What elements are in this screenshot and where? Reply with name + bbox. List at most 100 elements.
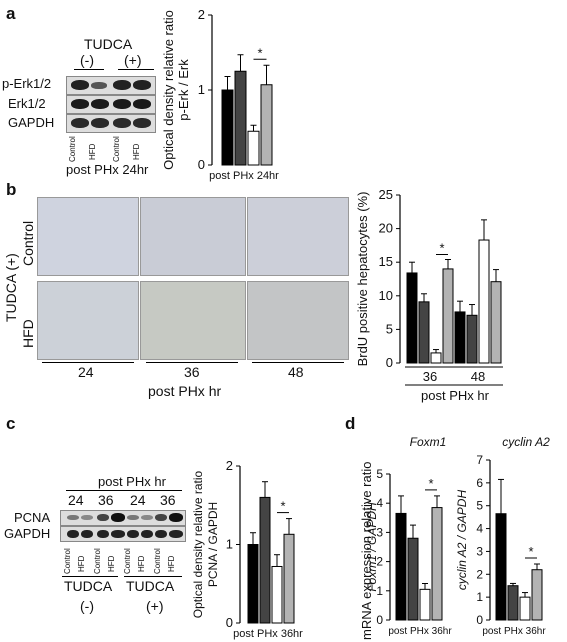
col-divider [42, 362, 134, 363]
blot-row-label: p-Erk1/2 [2, 76, 52, 91]
sig-marker: * [428, 476, 433, 491]
y-tick-label: 3 [376, 525, 383, 539]
lane-label: HFD [137, 555, 146, 572]
bar [259, 496, 271, 624]
bar [247, 544, 259, 624]
micrograph-control-48 [247, 197, 349, 276]
tudca-plus-a: (+) [124, 52, 142, 68]
y-tick-label: 2 [198, 7, 205, 22]
blot-row-label: GAPDH [8, 115, 55, 130]
group-label: TUDCA [126, 578, 175, 594]
y-tick-label: 10 [379, 288, 393, 303]
y-axis-label: BrdU positive hepatocytes (%) [355, 192, 370, 367]
blot-caption-a: post PHx 24hr [66, 162, 149, 177]
bar [519, 596, 531, 621]
micrograph-control-36 [140, 197, 246, 276]
y-tick-label: 1 [226, 537, 233, 552]
col-label: 24 [78, 364, 94, 380]
bar [407, 537, 419, 621]
lane-label: HFD [77, 555, 86, 572]
bar-chart-cyclin-a2: 0 1 2 3 4 5 6 7 * post PHx 36hr cyclin A2 cyclin A2… [455, 435, 550, 637]
y-axis-label: Optical density relative ratio [191, 470, 205, 618]
y-tick-label: 2 [476, 567, 483, 581]
micrograph-hfd-36 [140, 281, 246, 360]
bar [419, 588, 431, 621]
y-axis-label: Optical density relative ratio [161, 10, 176, 170]
bar [221, 89, 234, 166]
group-label: TUDCA [64, 578, 113, 594]
y-tick-label: 5 [476, 499, 483, 513]
bar [234, 70, 247, 166]
lane-label: Control [93, 548, 102, 574]
group-bracket [124, 576, 182, 577]
y-tick-label: 20 [379, 221, 393, 236]
header-bracket [66, 490, 182, 491]
y-axis-label-2: p-Erk / Erk [176, 59, 191, 121]
bar [247, 130, 260, 166]
blot-header-c: post PHx hr [98, 474, 166, 489]
bar [478, 239, 490, 364]
tudca-minus-a: (-) [80, 52, 94, 68]
bar [490, 281, 502, 364]
y-tick-label: 4 [376, 496, 383, 510]
western-blot-row [66, 95, 156, 114]
bar [454, 311, 466, 364]
col-divider [252, 362, 344, 363]
y-tick-label: 4 [476, 522, 483, 536]
bracket-minus-a [74, 69, 104, 70]
bar [507, 585, 519, 621]
bar [531, 569, 543, 621]
bar [406, 272, 418, 364]
col-label: 36 [184, 364, 200, 380]
y-axis-label-2: PCNA / GAPDH [206, 502, 220, 587]
col-divider [146, 362, 238, 363]
x-axis-label: post PHx 24hr [209, 170, 279, 182]
bar [395, 512, 407, 621]
lane-label: Control [68, 136, 77, 162]
row-label: HFD [20, 319, 36, 348]
bar [442, 268, 454, 364]
y-tick-label: 0 [376, 613, 383, 627]
x-tick-label: 48 [471, 369, 485, 384]
chart-title: Foxm1 [410, 435, 447, 449]
y-tick-label: 7 [476, 453, 483, 467]
timepoint-label: 36 [98, 492, 114, 508]
bar-chart-a: 0 1 2 * post PHx 24hr Optical density relativ… [161, 7, 279, 182]
bar [283, 533, 295, 624]
bar [466, 314, 478, 364]
group-bracket [62, 576, 118, 577]
y-tick-label: 25 [379, 187, 393, 202]
bar [271, 565, 283, 624]
y-tick-label: 2 [376, 555, 383, 569]
panel-letter-d: d [345, 414, 356, 433]
y-tick-label: 6 [476, 476, 483, 490]
timepoint-label: 36 [160, 492, 176, 508]
sig-marker: * [528, 544, 533, 559]
blot-row-label: PCNA [14, 510, 51, 525]
chart-title: cyclin A2 [502, 435, 550, 449]
western-blot-row [60, 526, 186, 542]
y-tick-label: 0 [198, 157, 205, 172]
western-blot-row [60, 510, 186, 526]
bar [260, 84, 273, 166]
group-sign: (-) [80, 598, 94, 614]
micrograph-hfd-24 [37, 281, 139, 360]
col-label: 48 [288, 364, 304, 380]
lane-label: Control [63, 548, 72, 574]
y-tick-label: 5 [386, 321, 393, 336]
y-tick-label: 1 [198, 82, 205, 97]
bar-chart-foxm1: 0 1 2 3 4 5 * post PHx 36hr Foxm1 Foxm1 / GAPDH [365, 435, 452, 637]
x-tick-label: 36 [423, 369, 437, 384]
timepoint-label: 24 [130, 492, 146, 508]
sig-marker: * [280, 499, 285, 514]
western-blot-row [66, 114, 156, 133]
y-tick-label: 0 [386, 355, 393, 370]
x-axis-label: post PHx hr [421, 388, 490, 403]
group-sign: (+) [146, 598, 164, 614]
y-tick-label: 2 [226, 458, 233, 473]
y-tick-label: 5 [376, 467, 383, 481]
lane-label: HFD [88, 143, 97, 160]
lane-label: HFD [107, 555, 116, 572]
western-blot-row [66, 76, 156, 95]
bracket-plus-a [118, 69, 154, 70]
